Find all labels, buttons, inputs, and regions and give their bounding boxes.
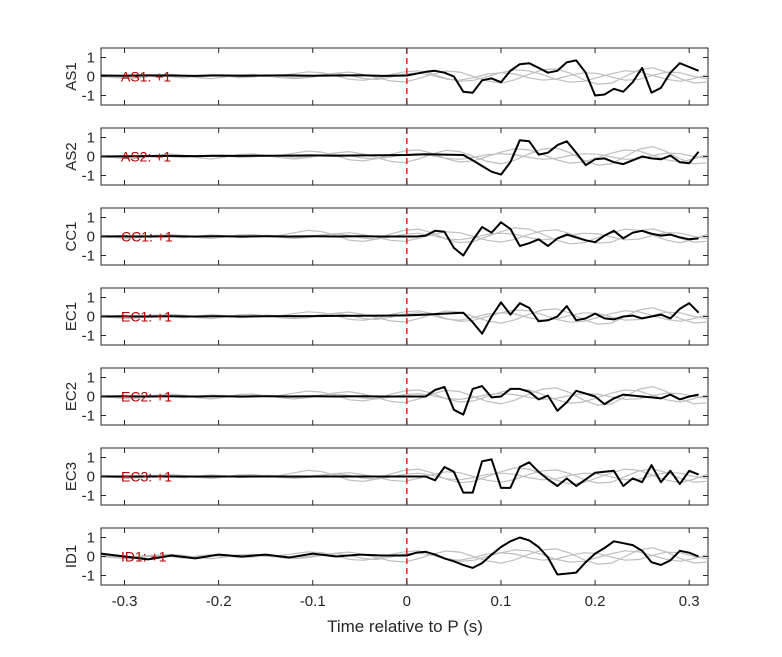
x-tick-label: 0.3 (679, 593, 700, 610)
x-tick-label: 0 (403, 593, 411, 610)
y-axis-label: AS2 (63, 142, 80, 170)
y-tick-label: 0 (87, 309, 95, 326)
y-tick-label: 0 (87, 469, 95, 486)
series-line (100, 221, 699, 257)
panel-annotation: EC3: +1 (121, 469, 172, 485)
y-tick-label: -1 (82, 328, 95, 345)
background-trace (100, 145, 709, 166)
series-line (100, 59, 699, 97)
y-tick-label: -1 (82, 168, 95, 185)
y-tick-label: 0 (87, 389, 95, 406)
series-line (100, 139, 700, 176)
y-tick-label: -1 (82, 408, 95, 425)
series-line (100, 385, 699, 416)
y-axis-label: ID1 (63, 545, 80, 568)
x-axis-label: Time relative to P (s) (327, 617, 483, 636)
y-tick-label: 1 (87, 210, 95, 227)
y-tick-label: 0 (87, 149, 95, 166)
panel-annotation: EC1: +1 (121, 309, 172, 325)
panel-annotation: EC2: +1 (121, 389, 172, 405)
y-axis-label: CC1 (63, 221, 80, 251)
x-tick-label: 0.2 (585, 593, 606, 610)
background-trace (100, 468, 709, 484)
panel-annotation: AS2: +1 (121, 149, 171, 165)
x-tick-label: -0.1 (300, 593, 326, 610)
background-trace (100, 307, 709, 325)
y-tick-label: -1 (82, 568, 95, 585)
y-axis-label: EC2 (63, 382, 80, 411)
background-trace (100, 67, 709, 85)
series-line (100, 301, 700, 335)
x-tick-label: 0.1 (491, 593, 512, 610)
x-tick-label: -0.3 (112, 593, 138, 610)
y-tick-label: -1 (82, 488, 95, 505)
background-trace (100, 551, 709, 561)
y-tick-label: 1 (87, 370, 95, 387)
background-trace (100, 228, 709, 244)
y-axis-label: EC3 (63, 462, 80, 491)
panel-annotation: CC1: +1 (121, 229, 173, 245)
y-tick-label: -1 (82, 248, 95, 265)
series-line (100, 536, 699, 576)
panel-annotation: ID1: +1 (121, 549, 167, 565)
y-tick-label: 1 (87, 450, 95, 467)
y-tick-label: 1 (87, 530, 95, 547)
y-tick-label: 0 (87, 549, 95, 566)
x-tick-label: -0.2 (206, 593, 232, 610)
series-line (101, 458, 699, 494)
y-tick-label: 1 (87, 50, 95, 67)
y-tick-label: 1 (87, 290, 95, 307)
background-trace (100, 385, 709, 406)
shared-x-axis: -0.3 -0.2 -0.1 0 0.1 0.2 0.3 (112, 593, 700, 610)
y-tick-label: 1 (87, 130, 95, 147)
y-tick-label: 0 (87, 69, 95, 86)
y-axis-label: AS1 (63, 62, 80, 90)
panel-annotation: AS1: +1 (121, 69, 171, 85)
y-tick-label: -1 (82, 88, 95, 105)
y-tick-label: 0 (87, 229, 95, 246)
y-axis-label: EC1 (63, 302, 80, 331)
